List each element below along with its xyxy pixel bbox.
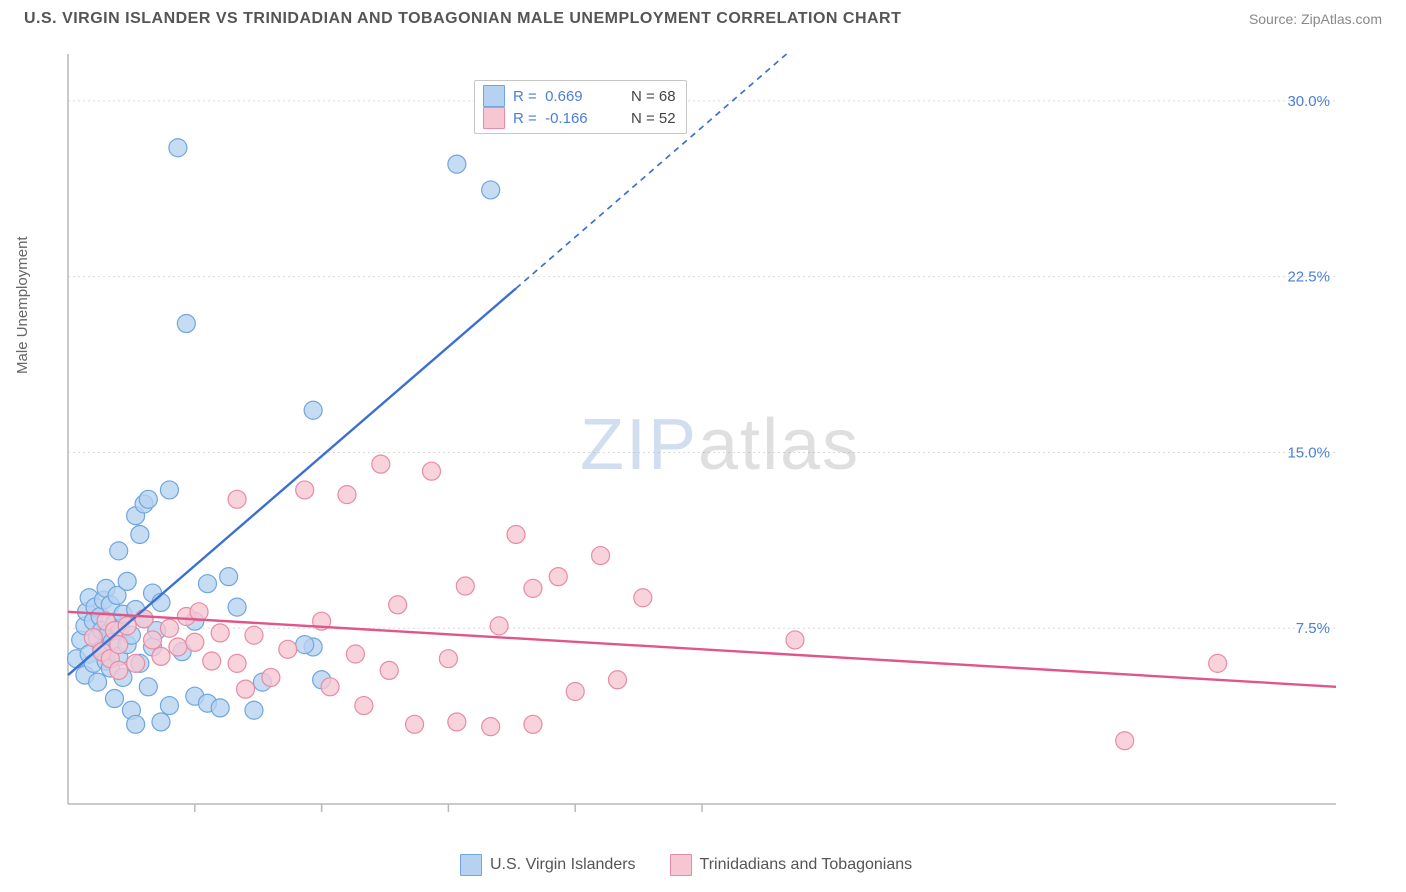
data-point [482, 718, 500, 736]
data-point [524, 579, 542, 597]
data-point [245, 626, 263, 644]
legend-swatch [460, 854, 482, 876]
data-point [448, 713, 466, 731]
data-point [786, 631, 804, 649]
data-point [338, 486, 356, 504]
data-point [169, 638, 187, 656]
data-point [186, 633, 204, 651]
correlation-legend: R = 0.669 N = 68 R = -0.166 N = 52 [474, 80, 687, 134]
data-point [380, 661, 398, 679]
data-point [160, 481, 178, 499]
y-tick-label: 22.5% [1287, 269, 1330, 286]
data-point [355, 697, 373, 715]
data-point [211, 699, 229, 717]
data-point [482, 181, 500, 199]
series-label: Trinidadians and Tobagonians [700, 856, 913, 874]
data-point [228, 490, 246, 508]
data-point [203, 652, 221, 670]
data-point [211, 624, 229, 642]
legend-swatch [483, 85, 505, 107]
data-point [110, 661, 128, 679]
chart-area: Male Unemployment 7.5%15.0%22.5%30.0%0.0… [20, 34, 1386, 824]
data-point [139, 490, 157, 508]
data-point [160, 619, 178, 637]
data-point [228, 598, 246, 616]
data-point [1116, 732, 1134, 750]
data-point [608, 671, 626, 689]
source-label: Source: ZipAtlas.com [1249, 11, 1382, 27]
data-point [110, 542, 128, 560]
y-tick-label: 15.0% [1287, 444, 1330, 461]
data-point [169, 139, 187, 157]
data-point [228, 654, 246, 672]
data-point [592, 547, 610, 565]
data-point [152, 713, 170, 731]
data-point [105, 690, 123, 708]
data-point [439, 650, 457, 668]
data-point [296, 481, 314, 499]
data-point [634, 589, 652, 607]
data-point [296, 636, 314, 654]
data-point [135, 610, 153, 628]
trend-line [68, 288, 516, 675]
data-point [89, 673, 107, 691]
data-point [389, 596, 407, 614]
scatter-chart: 7.5% 15.0% 22.5% 30.0% 0.0% 15.0% [20, 34, 1360, 824]
data-point [448, 155, 466, 173]
series-label: U.S. Virgin Islanders [490, 856, 636, 874]
legend-n-value: N = 52 [631, 110, 676, 127]
legend-swatch [670, 854, 692, 876]
series-legend-item: U.S. Virgin Islanders [460, 854, 636, 876]
legend-swatch [483, 107, 505, 129]
data-point [127, 715, 145, 733]
data-point [177, 315, 195, 333]
data-point [422, 462, 440, 480]
y-tick-label: 30.0% [1287, 93, 1330, 110]
legend-row: R = 0.669 N = 68 [483, 85, 676, 107]
legend-r-value: R = 0.669 [513, 88, 623, 105]
data-point [220, 568, 238, 586]
data-point [237, 680, 255, 698]
series-legend: U.S. Virgin Islanders Trinidadians and To… [460, 854, 912, 876]
data-point [566, 683, 584, 701]
y-axis-label: Male Unemployment [14, 236, 31, 374]
data-point [131, 525, 149, 543]
data-point [456, 577, 474, 595]
data-point [262, 668, 280, 686]
data-point [160, 697, 178, 715]
series-legend-item: Trinidadians and Tobagonians [670, 854, 913, 876]
x-tick-label: 15.0% [1291, 821, 1334, 824]
data-point [144, 631, 162, 649]
data-point [346, 645, 364, 663]
data-point [304, 401, 322, 419]
legend-row: R = -0.166 N = 52 [483, 107, 676, 129]
data-point [490, 617, 508, 635]
data-point [139, 678, 157, 696]
data-point [524, 715, 542, 733]
data-point [549, 568, 567, 586]
legend-n-value: N = 68 [631, 88, 676, 105]
data-point [127, 654, 145, 672]
data-point [1209, 654, 1227, 672]
chart-title: U.S. VIRGIN ISLANDER VS TRINIDADIAN AND … [24, 10, 901, 28]
data-point [279, 640, 297, 658]
data-point [406, 715, 424, 733]
data-point [321, 678, 339, 696]
data-point [198, 575, 216, 593]
y-tick-label: 7.5% [1296, 620, 1330, 637]
data-point [152, 647, 170, 665]
data-point [118, 572, 136, 590]
legend-r-value: R = -0.166 [513, 110, 623, 127]
data-point [507, 525, 525, 543]
x-tick-label: 0.0% [44, 821, 78, 824]
data-point [372, 455, 390, 473]
data-point [245, 701, 263, 719]
